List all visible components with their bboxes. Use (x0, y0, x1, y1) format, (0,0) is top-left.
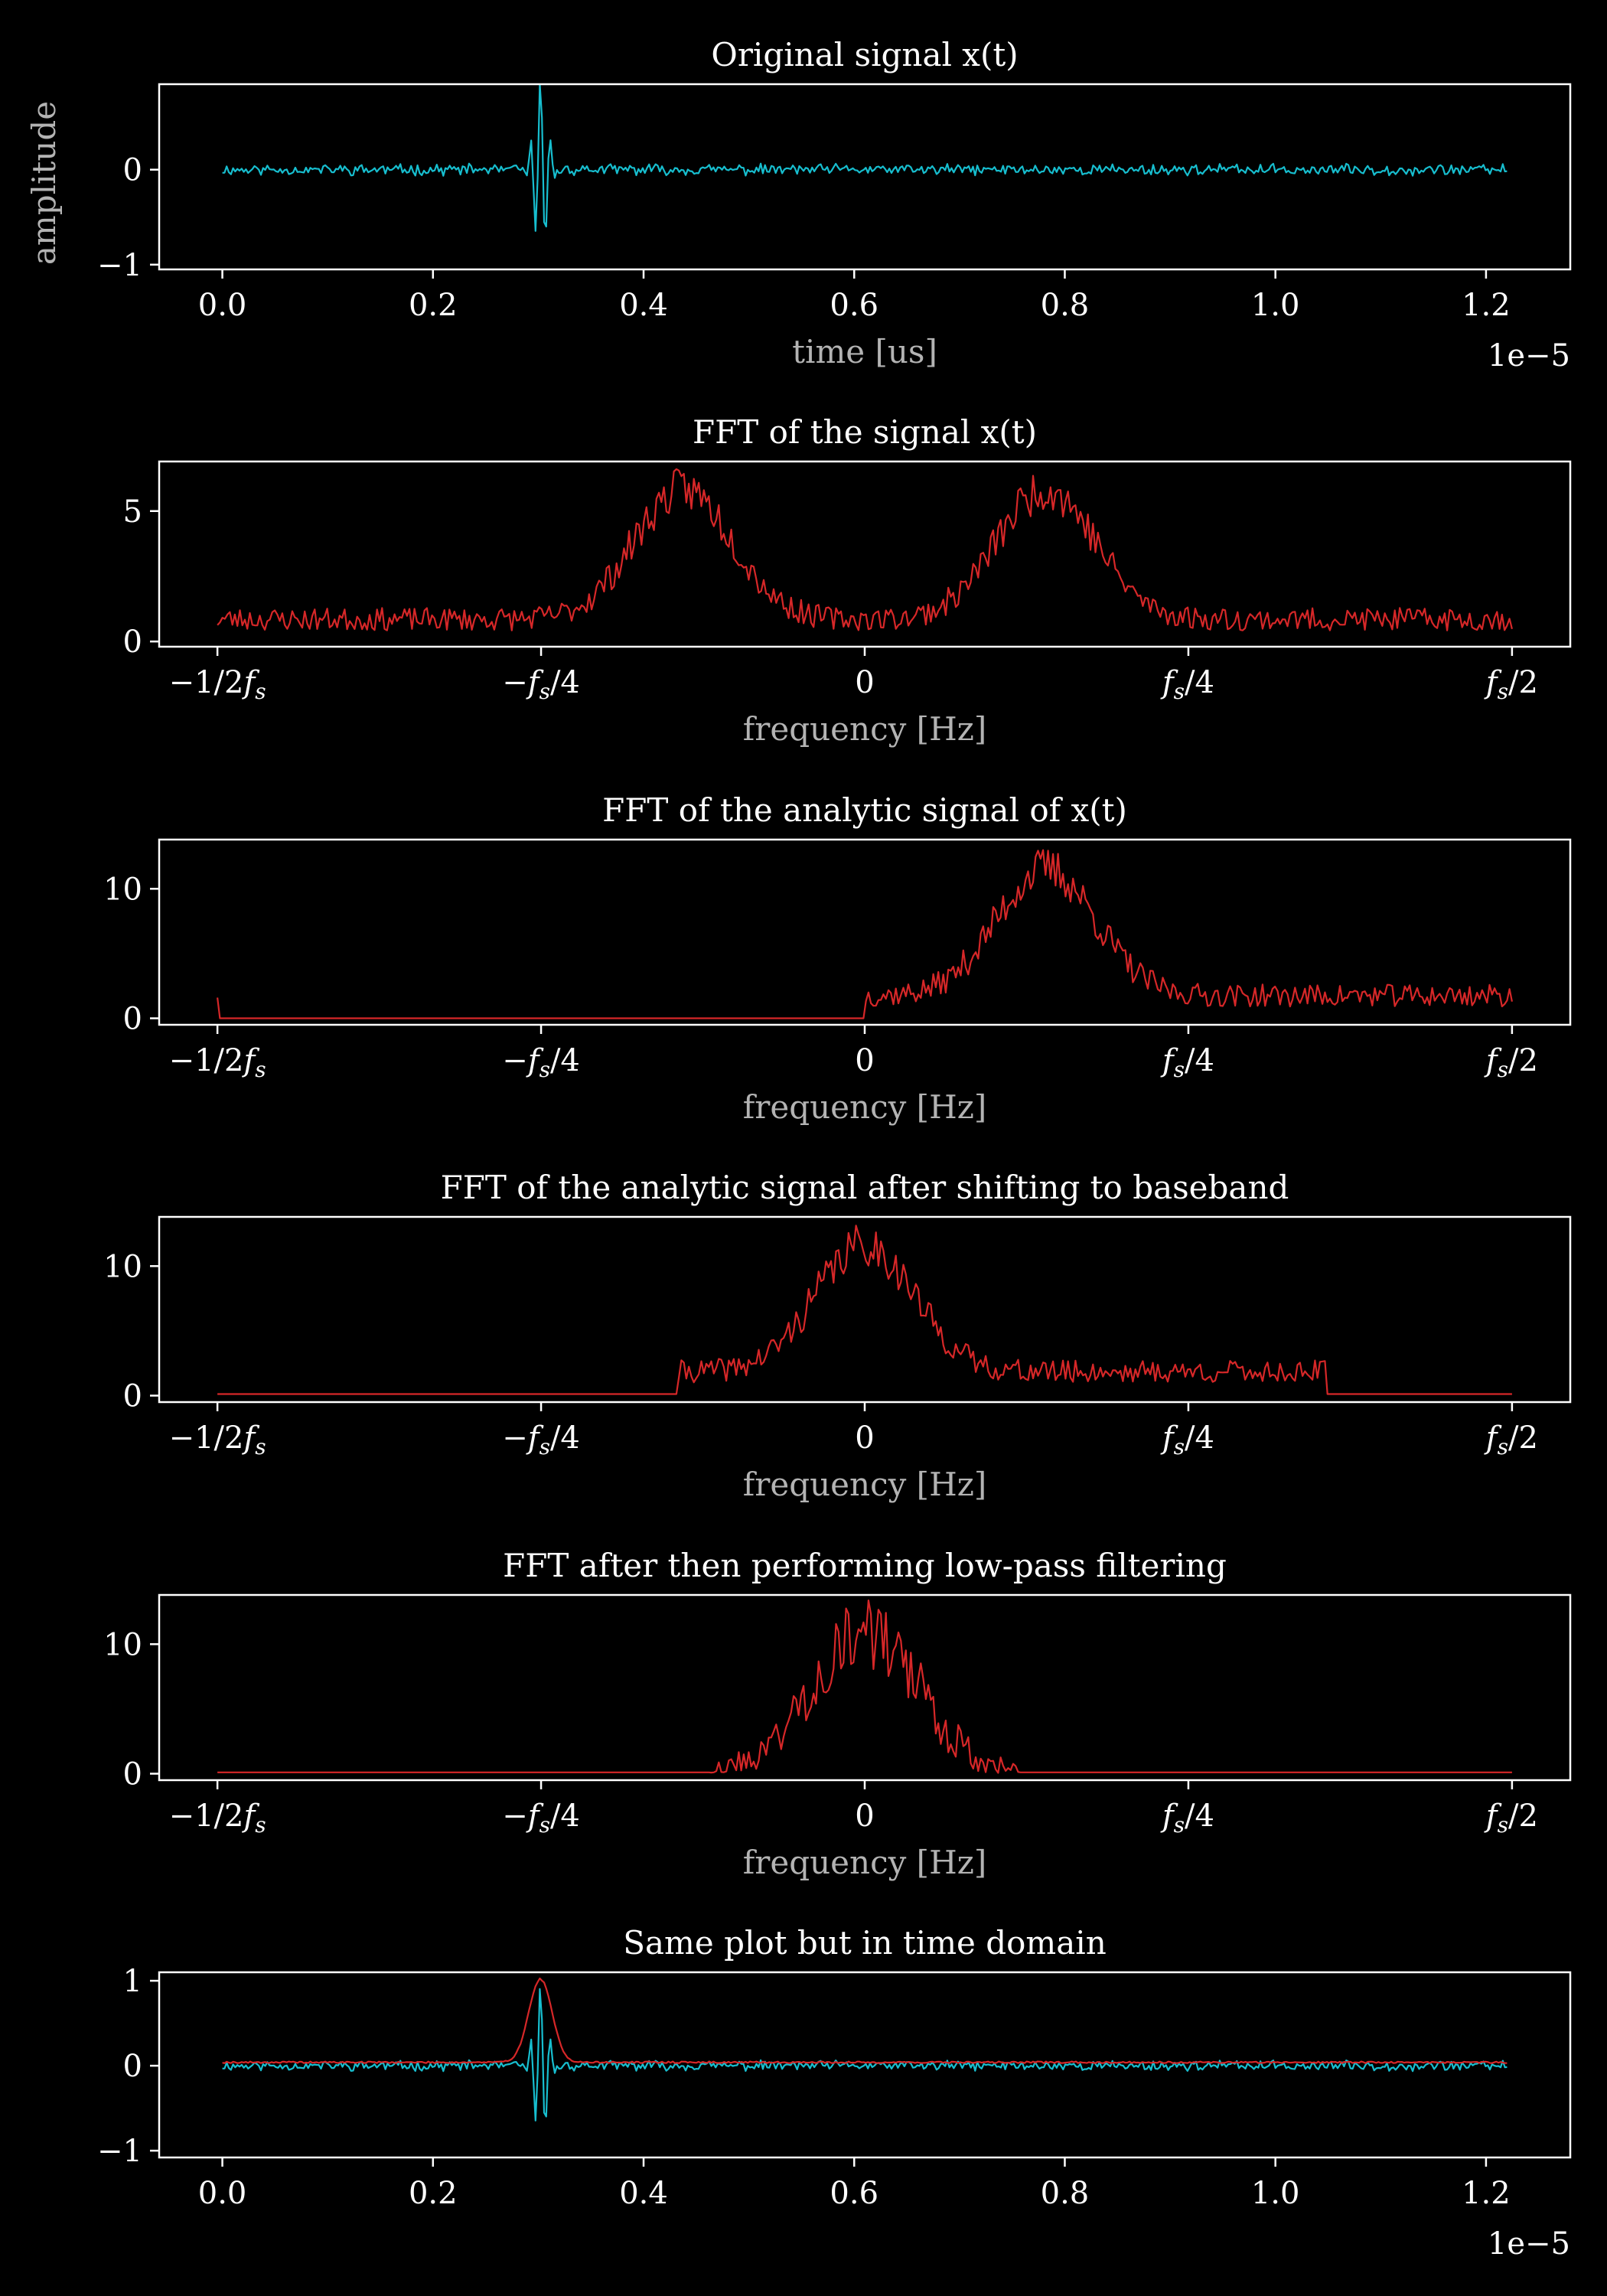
y-tick-label: 10 (103, 872, 142, 907)
x-tick-label: −fs​/4 (502, 1799, 580, 1838)
x-axis-label: frequency [Hz] (743, 1844, 986, 1881)
x-offset-text: 1e−5 (1488, 338, 1570, 373)
x-tick-label: 0.4 (619, 2176, 668, 2211)
x-tick-label: −1/2fs​ (169, 1799, 266, 1838)
x-tick-label: 0.4 (619, 288, 668, 323)
y-tick-label: −1 (97, 2134, 142, 2169)
x-tick-label: fs​/4 (1160, 1043, 1214, 1082)
x-tick-label: fs​/4 (1160, 1799, 1214, 1838)
x-tick-label: −1/2fs​ (169, 1043, 266, 1082)
y-tick-label: 5 (123, 494, 142, 530)
x-tick-label: 0.0 (198, 288, 247, 323)
chart-title: FFT of the analytic signal after shiftin… (441, 1169, 1289, 1206)
x-tick-label: 1.2 (1462, 2176, 1511, 2211)
chart-panel-2: FFT of the signal x(t) −1/2fs​ −fs​/4 0 fs​/… (123, 413, 1572, 748)
x-tick-label: 0.6 (830, 288, 878, 323)
x-tick-label: fs​/2 (1484, 1043, 1538, 1082)
x-tick-label: −1/2fs​ (169, 665, 266, 704)
x-tick-label: −fs​/4 (502, 665, 580, 704)
series-line-1 (217, 1600, 1512, 1774)
x-axis-label: time [us] (792, 333, 937, 370)
y-tick-label: −1 (97, 248, 142, 283)
x-tick-label: fs​/2 (1484, 1799, 1538, 1838)
chart-panel-5: FFT after then performing low-pass filte… (103, 1547, 1572, 1881)
x-tick-label: fs​/4 (1160, 1420, 1214, 1459)
axes-frame (158, 83, 1572, 271)
x-tick-label: 0 (855, 1799, 874, 1834)
chart-title: Same plot but in time domain (623, 1924, 1107, 1962)
y-axis-label: amplitude (25, 101, 63, 265)
x-tick-label: 0.2 (409, 288, 458, 323)
series-line-1 (222, 84, 1508, 232)
x-tick-label: 0.8 (1041, 288, 1090, 323)
x-tick-label: 0 (855, 665, 874, 700)
chart-title: Original signal x(t) (711, 36, 1018, 73)
x-axis-label: frequency [Hz] (743, 1466, 986, 1503)
chart-panel-6: Same plot but in time domain 0.0 0.2 0.4 0.6… (97, 1924, 1572, 2262)
series-line-1 (217, 849, 1513, 1019)
x-tick-label: 0.8 (1041, 2176, 1090, 2211)
x-axis-label: frequency [Hz] (743, 1088, 986, 1126)
series-line-1 (217, 468, 1513, 631)
x-axis-label: frequency [Hz] (743, 710, 986, 748)
x-tick-label: 0 (855, 1043, 874, 1078)
y-tick-label: 1 (123, 1964, 142, 1999)
x-tick-label: 1.0 (1251, 288, 1300, 323)
x-tick-label: 0.0 (198, 2176, 247, 2211)
y-tick-label: 10 (103, 1249, 142, 1284)
x-tick-label: 0.6 (830, 2176, 878, 2211)
y-tick-label: 0 (123, 625, 142, 660)
y-tick-label: 0 (123, 2049, 142, 2084)
chart-panel-3: FFT of the analytic signal of x(t) −1/2fs… (103, 791, 1572, 1126)
x-tick-label: −1/2fs​ (169, 1420, 266, 1459)
y-tick-label: 0 (123, 153, 142, 188)
series-line-2 (222, 1977, 1508, 2064)
x-tick-label: −fs​/4 (502, 1420, 580, 1459)
chart-panel-1: Original signal x(t) 0.0 0.2 0.4 0.6 0.8 1.0 1.… (25, 36, 1572, 373)
panels: Original signal x(t) 0.0 0.2 0.4 0.6 0.8 1.0 1.… (25, 36, 1572, 2262)
x-tick-label: 0.2 (409, 2176, 458, 2211)
x-tick-label: fs​/2 (1484, 665, 1538, 704)
x-tick-label: 1.0 (1251, 2176, 1300, 2211)
chart-title: FFT of the analytic signal of x(t) (602, 791, 1127, 829)
x-offset-text: 1e−5 (1488, 2226, 1570, 2262)
series-line-1 (217, 1225, 1512, 1395)
x-tick-label: 0 (855, 1420, 874, 1456)
chart-title: FFT of the signal x(t) (693, 413, 1037, 451)
y-tick-label: 0 (123, 1757, 142, 1792)
x-tick-label: fs​/4 (1160, 665, 1214, 704)
x-tick-label: 1.2 (1462, 288, 1511, 323)
chart-panel-4: FFT of the analytic signal after shiftin… (103, 1169, 1572, 1503)
y-tick-label: 10 (103, 1627, 142, 1662)
y-tick-label: 0 (123, 1379, 142, 1414)
x-tick-label: fs​/2 (1484, 1420, 1538, 1459)
chart-title: FFT after then performing low-pass filte… (503, 1547, 1227, 1584)
y-tick-label: 0 (123, 1002, 142, 1037)
